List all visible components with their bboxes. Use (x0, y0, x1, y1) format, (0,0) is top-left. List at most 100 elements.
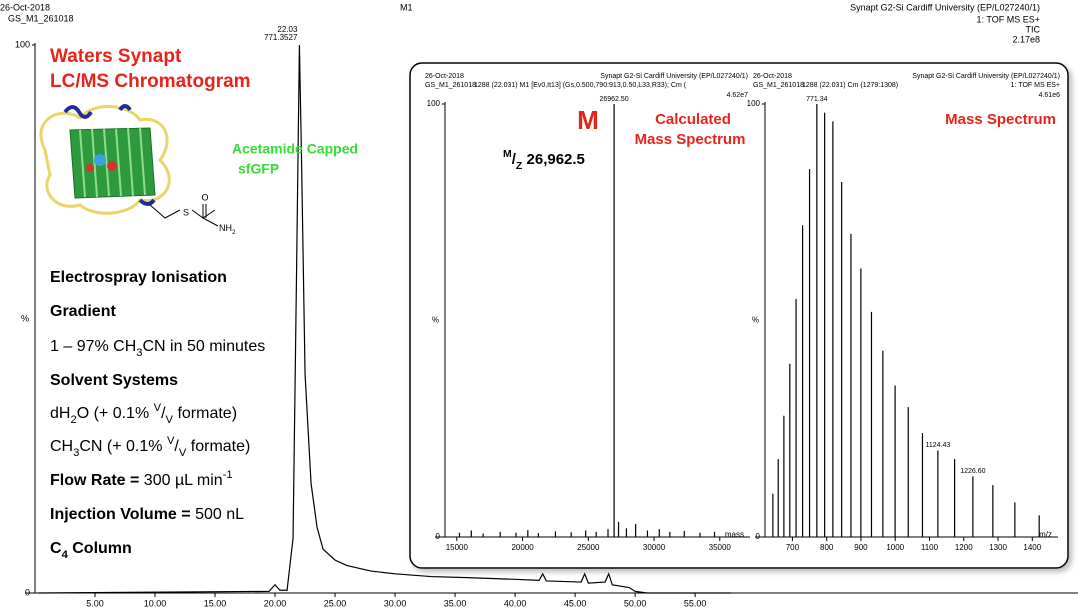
text-segment: 3 (73, 447, 79, 459)
method-line: Injection Volume = 500 nL (50, 506, 244, 523)
text-segment: O (+ 0.1% (77, 405, 154, 422)
header-text: 4.61e6 (1039, 92, 1061, 99)
x-tick-label: 10.00 (144, 598, 167, 608)
y-tick-label: 0 (436, 532, 441, 541)
header-text: 26-Oct-2018 (425, 73, 464, 80)
text-segment: Solvent Systems (50, 372, 178, 389)
mass-spectrum: 26-Oct-2018 Synapt G2-Si Cardiff Universi… (747, 73, 1060, 552)
text-segment: / (512, 151, 517, 168)
text-segment: V (154, 402, 162, 414)
header-text: GS_M1_261018 (753, 82, 804, 89)
text-segment: Gradient (50, 303, 116, 320)
x-tick-label: 35.00 (444, 598, 467, 608)
header-text: 4.62e7 (727, 92, 749, 99)
method-line: CH3CN (+ 0.1% V/V formate) (50, 435, 250, 459)
method-line: 1 – 97% CH3CN in 50 minutes (50, 338, 265, 359)
method-line: Flow Rate = 300 µL min-1 (50, 469, 233, 489)
method-line: Solvent Systems (50, 372, 178, 389)
title-line: Waters Synapt (50, 46, 182, 67)
x-tick-label: 1400 (1023, 543, 1041, 552)
mass-label: M (577, 105, 599, 135)
text-segment: 2 (232, 229, 236, 236)
text-segment: Electrospray Ionisation (50, 269, 227, 286)
y-axis-label: % (752, 316, 759, 325)
x-tick-label: 700 (786, 543, 800, 552)
trace (38, 44, 732, 594)
y-tick-label: 100 (427, 99, 441, 108)
text-segment: -1 (223, 469, 233, 481)
x-tick-label: 900 (854, 543, 868, 552)
peak-label: 771.34 (806, 96, 828, 103)
structure: S O NH2 (149, 192, 236, 236)
x-tick-label: 30.00 (384, 598, 407, 608)
header-text: Synapt G2-Si Cardiff University (EP/L027… (600, 73, 748, 80)
x-tick-label: 35000 (709, 543, 732, 552)
x-axis-label: m/z (1039, 530, 1052, 539)
x-tick-label: 55.00 (684, 598, 707, 608)
header-text: 1288 (22.031) Cm (1279:1308) (802, 82, 898, 89)
text-segment: 3 (136, 347, 142, 359)
protein-label: sfGFP (238, 161, 279, 177)
x-tick-label: 15000 (446, 543, 469, 552)
calc-label: Calculated (655, 111, 731, 128)
atom: O (201, 192, 208, 202)
text-segment: / (174, 438, 179, 455)
x-tick-label: 1100 (921, 543, 939, 552)
y-tick-label: 0 (756, 532, 761, 541)
text-segment: formate) (186, 438, 250, 455)
header-text: 1: TOF MS ES+ (1011, 82, 1060, 89)
peak-label: 771.3527 (264, 33, 298, 42)
y-tick-label: 100 (747, 99, 761, 108)
x-tick-label: 45.00 (564, 598, 587, 608)
x-axis-label: mass (725, 530, 744, 539)
method-line: C4 Column (50, 540, 132, 561)
text-segment: C (50, 540, 62, 557)
atom: S (183, 207, 189, 217)
text-segment: 4 (62, 549, 69, 561)
header-text: M1 (400, 2, 413, 12)
x-tick-label: 50.00 (624, 598, 647, 608)
text-segment: CN (+ 0.1% (79, 438, 167, 455)
header-text: GS_M1_261018 (425, 82, 476, 89)
x-tick-label: 30000 (643, 543, 666, 552)
header-text: 1: TOF MS ES+ (977, 14, 1040, 24)
text-segment: formate) (173, 405, 237, 422)
method-line: Gradient (50, 303, 116, 320)
x-tick-label: 20.00 (264, 598, 287, 608)
inset-panel (409, 62, 1069, 569)
text-segment: / (161, 405, 166, 422)
text-segment: NH (219, 223, 232, 233)
header-text: 26-Oct-2018 (753, 73, 792, 80)
method-line: dH2O (+ 0.1% V/V formate) (50, 402, 237, 426)
peak-label: 1226.60 (960, 468, 985, 475)
header-text: GS_M1_261018 (8, 13, 74, 23)
x-tick-label: 25.00 (324, 598, 347, 608)
y-tick-label: 100 (15, 39, 30, 49)
atom: NH2 (219, 223, 236, 236)
text-segment: V (166, 414, 174, 426)
x-tick-label: 1000 (886, 543, 904, 552)
y-tick-label: 0 (25, 587, 30, 597)
header-text: Synapt G2-Si Cardiff University (EP/L027… (850, 2, 1040, 12)
mz-label: M/Z 26,962.5 (503, 148, 585, 172)
text-segment: Injection Volume = (50, 506, 195, 523)
text-segment: V (167, 435, 175, 447)
text-segment: dH (50, 405, 70, 422)
header-text: 1288 (22.031) M1 [Ev0,It13] (Gs,0.500,79… (474, 82, 687, 89)
header-text: 26-Oct-2018 (0, 2, 50, 12)
text-segment: 500 nL (195, 506, 244, 523)
text-segment: 1 – 97% CH (50, 338, 136, 355)
method-line: Electrospray Ionisation (50, 269, 227, 286)
text-segment: 300 µL min (144, 472, 223, 489)
text-segment: 2 (70, 414, 76, 426)
title-line: LC/MS Chromatogram (50, 71, 251, 92)
peak-label: 26962.50 (599, 96, 628, 103)
text-segment: Z (516, 160, 523, 172)
text-segment: Column (68, 540, 132, 557)
text-segment: 26,962.5 (522, 151, 585, 168)
x-tick-label: 800 (820, 543, 834, 552)
text-segment: V (179, 447, 187, 459)
text-segment: CN in 50 minutes (143, 338, 266, 355)
